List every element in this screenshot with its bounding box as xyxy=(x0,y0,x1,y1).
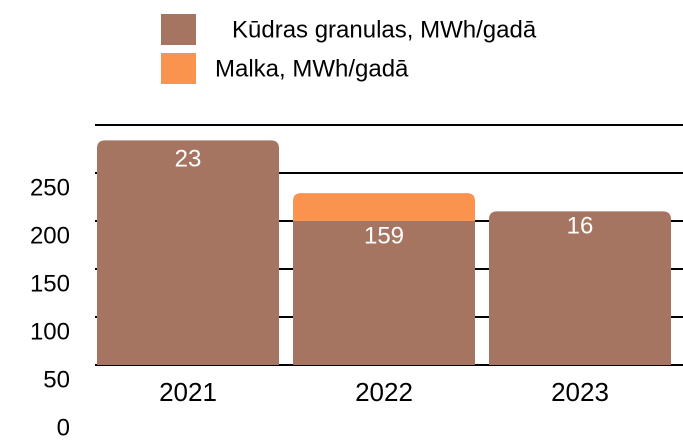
y-tick-label: 200 xyxy=(30,222,70,249)
data-label: 23 xyxy=(175,146,202,173)
legend-label: Malka, MWh/gadā xyxy=(215,55,409,82)
y-tick-label: 250 xyxy=(30,174,70,201)
legend-label: Kūdras granulas, MWh/gadā xyxy=(232,16,537,43)
bar-segment xyxy=(97,140,279,365)
data-label: 16 xyxy=(567,213,594,240)
legend-swatch xyxy=(161,53,196,84)
bar-segment xyxy=(293,221,475,365)
x-tick-label: 2022 xyxy=(355,377,413,407)
bar-segment xyxy=(293,193,475,221)
y-tick-label: 150 xyxy=(30,270,70,297)
y-tick-label: 100 xyxy=(30,318,70,345)
x-tick-label: 2023 xyxy=(551,377,609,407)
x-tick-label: 2021 xyxy=(159,377,217,407)
y-tick-label: 0 xyxy=(57,414,70,441)
bar-segment xyxy=(489,211,671,365)
data-label: 159 xyxy=(364,222,404,249)
legend-swatch xyxy=(161,14,196,45)
y-tick-label: 50 xyxy=(43,366,70,393)
